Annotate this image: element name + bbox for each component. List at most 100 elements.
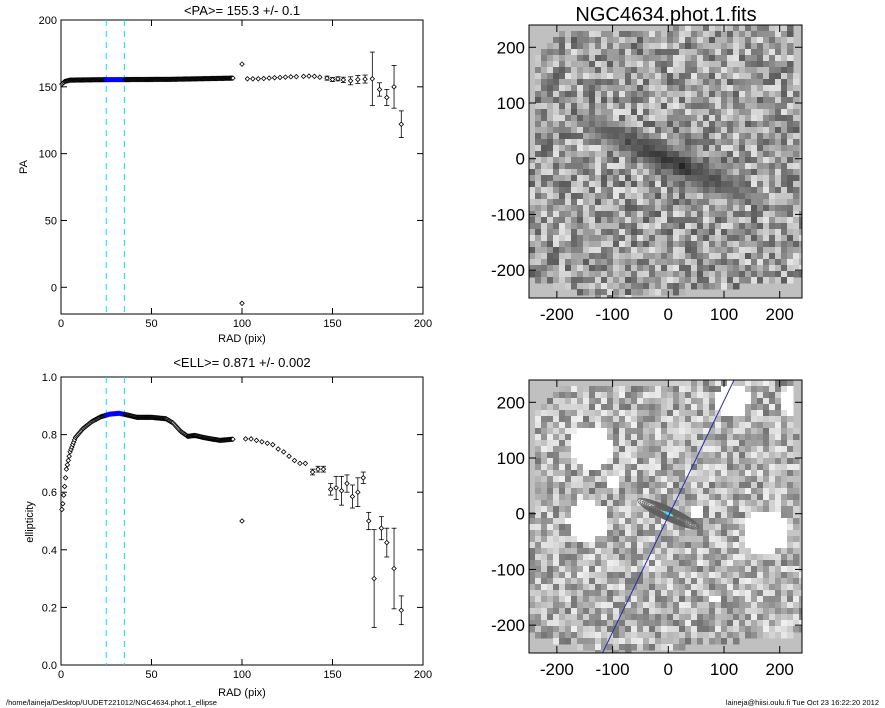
- image-pixel: [559, 596, 566, 603]
- image-pixel: [673, 524, 680, 531]
- image-pixel: [625, 458, 632, 465]
- image-pixel: [661, 73, 668, 80]
- image-pixel: [745, 277, 752, 284]
- image-pixel: [685, 223, 692, 230]
- image-pixel: [667, 470, 674, 477]
- image-pixel: [763, 542, 770, 549]
- image-pixel: [613, 530, 620, 537]
- image-pixel: [655, 392, 662, 399]
- image-pixel: [601, 578, 608, 585]
- image-pixel: [781, 43, 788, 50]
- image-pixel: [721, 518, 728, 525]
- image-pixel: [589, 151, 596, 158]
- image-pixel: [739, 115, 746, 122]
- image-pixel: [619, 91, 626, 98]
- image-pixel: [709, 193, 716, 200]
- image-pixel: [733, 169, 740, 176]
- image-pixel: [619, 404, 626, 411]
- image-pixel: [613, 620, 620, 627]
- image-pixel: [535, 530, 542, 537]
- image-pixel: [601, 223, 608, 230]
- image-pixel: [715, 572, 722, 579]
- image-pixel: [721, 536, 728, 543]
- image-pixel: [529, 602, 536, 609]
- image-pixel: [757, 223, 764, 230]
- image-pixel: [769, 596, 776, 603]
- image-pixel: [763, 578, 770, 585]
- image-pixel: [793, 620, 800, 627]
- image-pixel: [583, 79, 590, 86]
- image-pixel: [637, 253, 644, 260]
- image-pixel: [541, 482, 548, 489]
- y-tick-label: 200: [497, 393, 525, 412]
- image-pixel: [625, 103, 632, 110]
- image-pixel: [739, 584, 746, 591]
- image-pixel: [607, 632, 614, 639]
- image-pixel: [553, 482, 560, 489]
- image-pixel: [541, 253, 548, 260]
- image-pixel: [679, 211, 686, 218]
- image-pixel: [685, 428, 692, 435]
- image-pixel: [733, 422, 740, 429]
- image-pixel: [535, 572, 542, 579]
- image-pixel: [667, 422, 674, 429]
- image-pixel: [679, 133, 686, 140]
- image-pixel: [733, 440, 740, 447]
- image-pixel: [721, 37, 728, 44]
- image-pixel: [769, 512, 776, 519]
- image-pixel: [535, 470, 542, 477]
- image-pixel: [745, 608, 752, 615]
- image-pixel: [781, 109, 788, 116]
- image-pixel: [685, 175, 692, 182]
- image-pixel: [565, 458, 572, 465]
- data-point: [239, 61, 245, 67]
- image-pixel: [631, 169, 638, 176]
- image-pixel: [739, 476, 746, 483]
- image-pixel: [721, 121, 728, 128]
- image-pixel: [625, 91, 632, 98]
- image-pixel: [685, 416, 692, 423]
- image-pixel: [787, 211, 794, 218]
- image-pixel: [577, 199, 584, 206]
- image-pixel: [583, 283, 590, 290]
- image-pixel: [583, 434, 590, 441]
- image-pixel: [721, 446, 728, 453]
- image-pixel: [577, 566, 584, 573]
- image-pixel: [673, 229, 680, 236]
- image-pixel: [607, 638, 614, 645]
- image-pixel: [607, 121, 614, 128]
- image-pixel: [763, 560, 770, 567]
- image-pixel: [703, 500, 710, 507]
- image-pixel: [577, 518, 584, 525]
- image-pixel: [595, 97, 602, 104]
- image-pixel: [739, 440, 746, 447]
- image-pixel: [643, 584, 650, 591]
- image-pixel: [769, 181, 776, 188]
- image-pixel: [781, 458, 788, 465]
- image-pixel: [733, 626, 740, 633]
- image-pixel: [763, 217, 770, 224]
- image-pixel: [757, 43, 764, 50]
- image-pixel: [667, 91, 674, 98]
- image-pixel: [637, 452, 644, 459]
- image-pixel: [715, 229, 722, 236]
- image-pixel: [601, 169, 608, 176]
- image-pixel: [703, 566, 710, 573]
- image-pixel: [763, 115, 770, 122]
- image-pixel: [769, 145, 776, 152]
- image-pixel: [667, 440, 674, 447]
- image-pixel: [757, 49, 764, 56]
- image-pixel: [751, 602, 758, 609]
- image-pixel: [553, 608, 560, 615]
- image-pixel: [535, 578, 542, 585]
- image-pixel: [571, 247, 578, 254]
- image-pixel: [739, 434, 746, 441]
- image-pixel: [691, 271, 698, 278]
- image-pixel: [649, 271, 656, 278]
- y-tick-label: 100: [497, 449, 525, 468]
- image-pixel: [655, 578, 662, 585]
- image-pixel: [715, 584, 722, 591]
- image-pixel: [715, 530, 722, 537]
- image-pixel: [679, 458, 686, 465]
- image-pixel: [667, 103, 674, 110]
